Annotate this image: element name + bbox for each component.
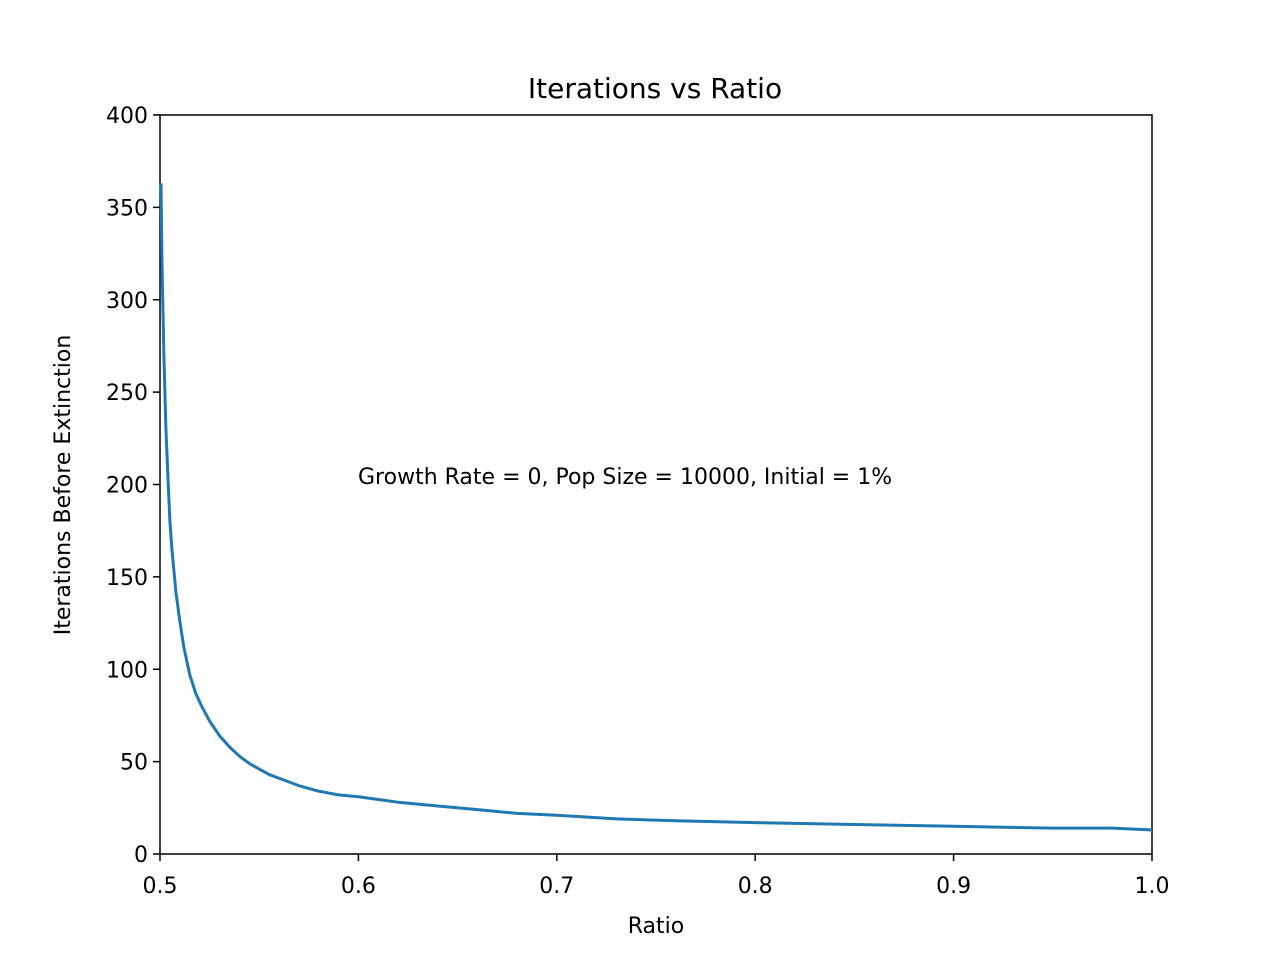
chart-title: Iterations vs Ratio [528,72,782,105]
x-tick-label: 1.0 [1135,874,1170,899]
x-axis-title: Ratio [628,914,684,939]
y-tick-label: 250 [106,381,148,406]
y-tick-label: 350 [106,196,148,221]
x-tick-label: 0.7 [539,874,574,899]
y-tick-label: 200 [106,474,148,499]
y-tick-label: 50 [120,751,148,776]
x-axis-ticks: 0.5 0.6 0.7 0.8 0.9 1.0 [143,854,1170,899]
y-tick-label: 300 [106,289,148,314]
y-tick-label: 150 [106,566,148,591]
x-tick-label: 0.8 [738,874,773,899]
annotation-text: Growth Rate = 0, Pop Size = 10000, Initi… [358,465,892,490]
series-line [159,183,1153,832]
y-axis-title: Iterations Before Extinction [51,335,76,636]
x-tick-label: 0.9 [936,874,971,899]
y-tick-label: 0 [134,843,148,868]
y-axis-ticks: 0 50 100 150 200 250 300 350 400 [106,104,160,868]
y-tick-label: 100 [106,658,148,683]
x-tick-label: 0.6 [341,874,376,899]
x-tick-label: 0.5 [143,874,178,899]
y-tick-label: 400 [106,104,148,129]
